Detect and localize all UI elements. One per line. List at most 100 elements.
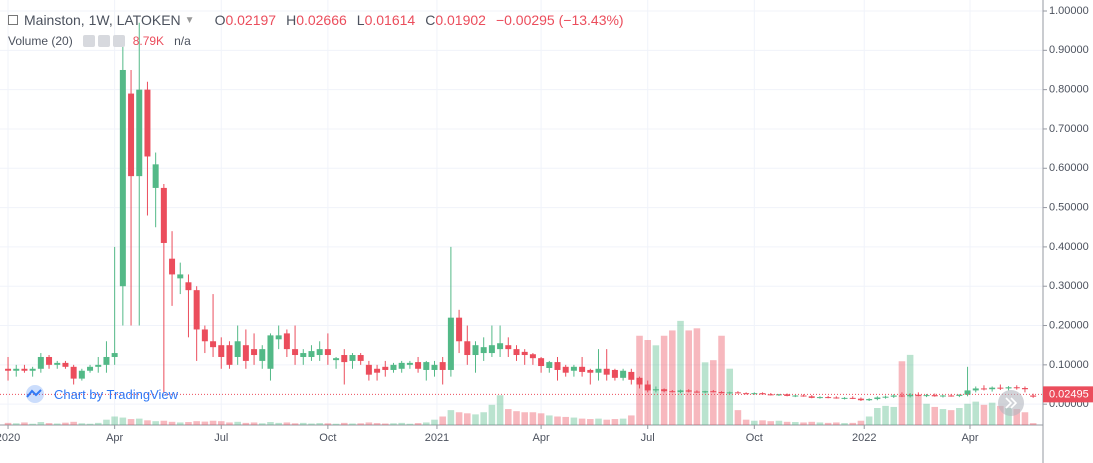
volume-bar [529, 412, 537, 425]
candle-body [620, 370, 627, 378]
candle-body [726, 392, 733, 394]
ohlc-value: 0.01614 [364, 12, 416, 28]
candle-body [185, 282, 192, 291]
x-tick-label: Apr [533, 432, 550, 444]
volume-bar [537, 413, 545, 425]
eye-icon[interactable] [82, 35, 95, 47]
x-axis: 2020 Apr Jul Oct 2021 Apr Jul Oct 2022 Apr [0, 425, 979, 444]
candle-body [480, 347, 487, 354]
volume-bar [890, 406, 898, 425]
symbol-title[interactable]: Mainston, 1W, LATOKEN [24, 12, 181, 28]
volume-bar [693, 328, 701, 425]
candle-body [980, 388, 987, 390]
volume-bar [406, 423, 414, 425]
candle-body [849, 397, 856, 399]
volume-bar [37, 422, 45, 425]
candle-body [529, 354, 536, 359]
volume-bar [250, 422, 258, 425]
volume-bar [570, 417, 578, 425]
volume-bar [431, 419, 438, 425]
volume-bar [308, 423, 315, 425]
candle-body [693, 391, 700, 393]
candle-body [5, 368, 12, 371]
volume-bar [923, 403, 930, 425]
volume-bar [882, 405, 889, 425]
candle-body [702, 391, 709, 393]
last-price-label: 0.02495 [1049, 388, 1089, 400]
watermark[interactable]: Chart by TradingView [20, 384, 178, 404]
volume-bar [824, 422, 832, 425]
candle-body [234, 341, 241, 357]
volume-bar [578, 418, 586, 425]
close-icon[interactable] [112, 35, 125, 47]
volume-bar [939, 409, 947, 425]
volume-bar [841, 423, 848, 425]
volume-bar [242, 422, 250, 425]
volume-bar [734, 410, 742, 425]
volume-bar [29, 423, 36, 425]
candle-body [767, 394, 774, 396]
candle-body [497, 343, 504, 350]
volume-title: Volume (20) [8, 34, 73, 48]
candle-body [144, 89, 151, 157]
volume-bar [685, 330, 692, 425]
volume-bar [373, 423, 381, 425]
volume-bar [513, 411, 520, 425]
volume-bar [1013, 409, 1021, 425]
volume-bar [742, 419, 750, 425]
volume-bar [488, 404, 496, 425]
volume-bar [53, 423, 61, 425]
legend: Mainston, 1W, LATOKEN ▼ O0.02197 H0.02666… [8, 10, 624, 50]
candle-body [603, 368, 610, 375]
volume-bar [849, 422, 857, 425]
candle-body [62, 362, 69, 367]
candle-body [898, 395, 905, 397]
candle-body [70, 366, 77, 379]
candle-body [505, 345, 512, 350]
volume-bar [619, 418, 627, 425]
volume-bar [62, 422, 69, 425]
volume-bar [209, 420, 217, 425]
candle-body [275, 335, 282, 340]
candle-body [685, 390, 692, 392]
volume-bar [628, 415, 635, 425]
volume-bar [595, 418, 602, 425]
candle-body [513, 349, 520, 356]
volume-bar [808, 421, 816, 425]
watermark-icon [26, 385, 44, 403]
scroll-button[interactable] [998, 390, 1024, 416]
candle-body [13, 368, 20, 371]
candle-body [136, 89, 143, 177]
candle-body [989, 387, 996, 390]
candle-body [464, 341, 471, 356]
volume-bar [562, 416, 569, 425]
volume-bar [660, 335, 668, 425]
candle-body [579, 366, 586, 372]
collapse-icon[interactable] [8, 15, 18, 25]
volume-bar [357, 423, 364, 425]
volume-bar [94, 422, 102, 425]
y-tick-label: 0.50000 [1049, 201, 1089, 213]
settings-icon[interactable] [97, 35, 110, 47]
y-tick-label: 0.70000 [1049, 123, 1089, 135]
candle-body [37, 356, 44, 369]
volume-bar [135, 418, 143, 425]
volume-bar [980, 404, 988, 425]
candle-body [570, 366, 577, 371]
volume-bar [472, 414, 479, 425]
volume-bar [988, 402, 996, 425]
volume-bar [365, 422, 373, 425]
candle-body [997, 387, 1004, 389]
candle-body [160, 187, 167, 243]
volume-bar [1029, 423, 1037, 425]
candle-body [152, 164, 159, 188]
x-tick-label: Jul [641, 432, 655, 444]
candle-body [841, 397, 848, 399]
caret[interactable]: ▼ [184, 14, 195, 26]
candle-body [456, 317, 463, 342]
candle-body [611, 369, 618, 378]
candle-body [415, 362, 422, 369]
candle-body [374, 368, 381, 373]
candle-body [267, 335, 274, 369]
x-tick-label: Oct [746, 432, 763, 444]
